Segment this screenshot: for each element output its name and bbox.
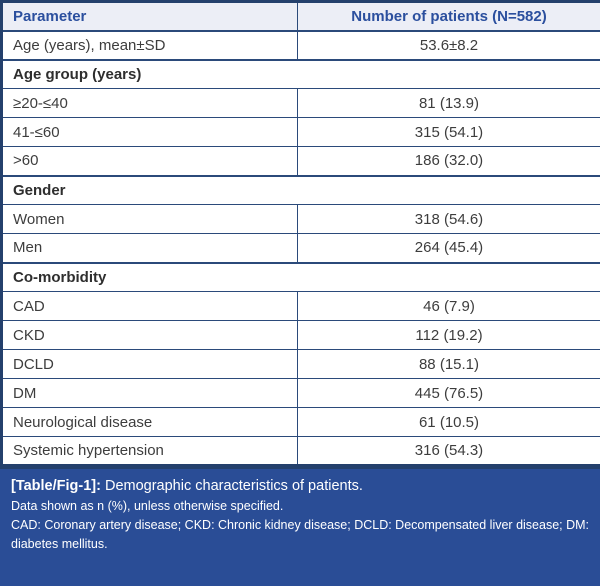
row-value: 53.6±8.2 — [297, 30, 600, 60]
row-value: 112 (19.2) — [297, 320, 600, 350]
column-header-parameter: Parameter — [1, 1, 298, 32]
caption-title-line: [Table/Fig-1]: Demographic characteristi… — [11, 476, 589, 497]
table-row: Women 318 (54.6) — [1, 204, 600, 234]
row-label: DCLD — [1, 349, 298, 379]
section-label: Co-morbidity — [1, 261, 600, 292]
table-row: Age (years), mean±SD 53.6±8.2 — [1, 30, 600, 60]
row-value: 88 (15.1) — [297, 349, 600, 379]
section-row: Age group (years) — [1, 58, 600, 89]
table-row: CKD 112 (19.2) — [1, 320, 600, 350]
demographics-table: Parameter Number of patients (N=582) Age… — [0, 0, 600, 467]
table-row: Men 264 (45.4) — [1, 233, 600, 263]
caption-title: Demographic characteristics of patients. — [104, 478, 363, 494]
table-row: DCLD 88 (15.1) — [1, 349, 600, 379]
caption-note-abbreviations: CAD: Coronary artery disease; CKD: Chron… — [11, 518, 590, 551]
table-row: Neurological disease 61 (10.5) — [1, 407, 600, 437]
row-value: 318 (54.6) — [297, 204, 600, 234]
section-label: Age group (years) — [1, 58, 600, 89]
table-row: ≥20-≤40 81 (13.9) — [1, 88, 600, 118]
table-row: 41-≤60 315 (54.1) — [1, 117, 600, 147]
caption-tag: [Table/Fig-1]: — [11, 478, 101, 494]
row-label: DM — [1, 378, 298, 408]
row-label: CKD — [1, 320, 298, 350]
row-label: ≥20-≤40 — [1, 88, 298, 118]
row-value: 81 (13.9) — [297, 88, 600, 118]
row-value: 445 (76.5) — [297, 378, 600, 408]
column-header-patients: Number of patients (N=582) — [297, 1, 600, 32]
row-label: Neurological disease — [1, 407, 298, 437]
row-value: 316 (54.3) — [297, 436, 600, 466]
row-label: CAD — [1, 291, 298, 321]
row-value: 186 (32.0) — [297, 146, 600, 176]
caption-note-data: Data shown as n (%), unless otherwise sp… — [11, 499, 284, 513]
row-value: 46 (7.9) — [297, 291, 600, 321]
table-header-row: Parameter Number of patients (N=582) — [1, 1, 600, 32]
row-label: Women — [1, 204, 298, 234]
table-caption: [Table/Fig-1]: Demographic characteristi… — [0, 467, 600, 586]
row-value: 315 (54.1) — [297, 117, 600, 147]
row-label: 41-≤60 — [1, 117, 298, 147]
row-label: Age (years), mean±SD — [1, 30, 298, 60]
section-row: Gender — [1, 174, 600, 205]
row-label: >60 — [1, 146, 298, 176]
table-row: Systemic hypertension 316 (54.3) — [1, 436, 600, 466]
table-row: CAD 46 (7.9) — [1, 291, 600, 321]
section-label: Gender — [1, 174, 600, 205]
table-row: DM 445 (76.5) — [1, 378, 600, 408]
table-row: >60 186 (32.0) — [1, 146, 600, 176]
row-value: 264 (45.4) — [297, 233, 600, 263]
row-label: Men — [1, 233, 298, 263]
row-label: Systemic hypertension — [1, 436, 298, 466]
section-row: Co-morbidity — [1, 261, 600, 292]
row-value: 61 (10.5) — [297, 407, 600, 437]
